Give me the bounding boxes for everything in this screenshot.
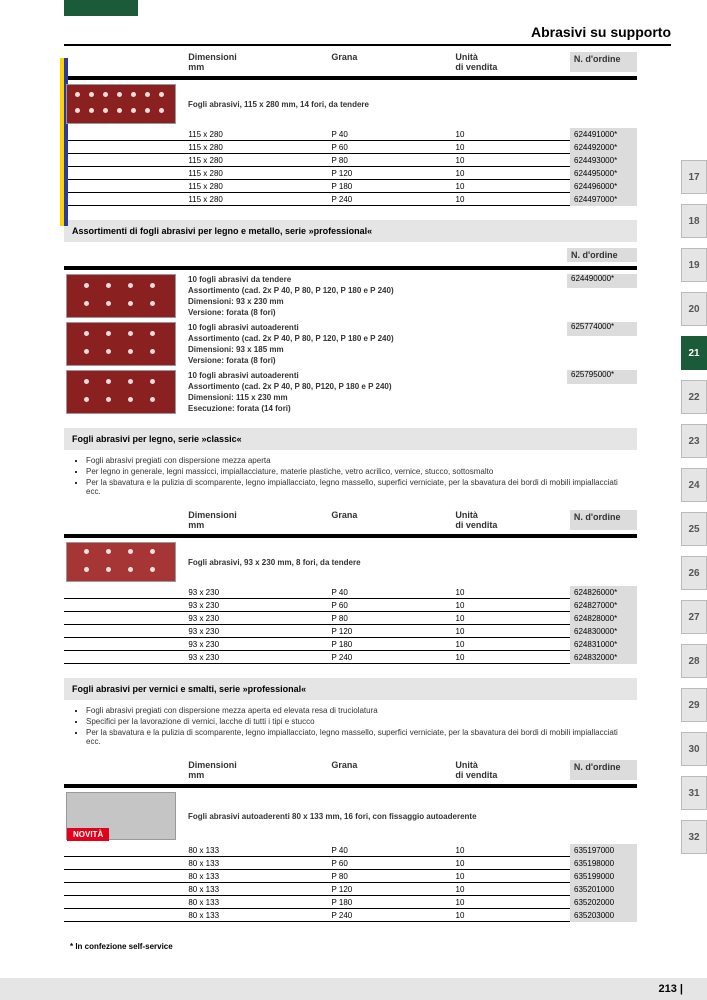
- col-unit: Unitàdi vendita: [455, 52, 569, 72]
- product-row: Fogli abrasivi, 93 x 230 mm, 8 fori, da …: [64, 542, 637, 582]
- assortment-body: 10 fogli abrasivi da tendereAssortimento…: [64, 274, 637, 414]
- side-tab-28[interactable]: 28: [681, 644, 707, 678]
- side-tab-29[interactable]: 29: [681, 688, 707, 722]
- col-order: N. d'ordine: [570, 52, 637, 72]
- page: Abrasivi su supporto 17 18 19 20 21 22 23 24 25 2…: [0, 0, 707, 1000]
- product-row: NOVITÀ Fogli abrasivi autoaderenti 80 x …: [64, 792, 637, 840]
- bullet-item: Per la sbavatura e la pulizia di scompar…: [86, 728, 629, 746]
- table-row: 80 x 133P 12010635201000: [64, 883, 637, 896]
- side-tab-17[interactable]: 17: [681, 160, 707, 194]
- side-tab-24[interactable]: 24: [681, 468, 707, 502]
- bullet-list: Fogli abrasivi pregiati con dispersione …: [64, 450, 637, 504]
- table-row: 115 x 280P 12010624495000*: [64, 167, 637, 180]
- table-row: 93 x 230P 6010624827000*: [64, 599, 637, 612]
- bullet-item: Per legno in generale, legni massicci, i…: [86, 467, 629, 476]
- col-grit: Grana: [331, 52, 455, 72]
- column-header: Dimensionimm Grana Unitàdi vendita N. d'…: [64, 754, 637, 788]
- column-header: N. d'ordine: [64, 242, 637, 270]
- section-title: Fogli abrasivi per vernici e smalti, ser…: [64, 676, 637, 700]
- assortment-row: 10 fogli abrasivi autoaderentiAssortimen…: [64, 370, 637, 414]
- content: Dimensionimm Grana Unitàdi vendita N. d'…: [64, 46, 637, 922]
- bullet-item: Per la sbavatura e la pulizia di scompar…: [86, 478, 629, 496]
- table-row: 93 x 230P 18010624831000*: [64, 638, 637, 651]
- product-row: Fogli abrasivi, 115 x 280 mm, 14 fori, d…: [64, 84, 637, 124]
- side-tab-19[interactable]: 19: [681, 248, 707, 282]
- column-header: Dimensionimm Grana Unitàdi vendita N. d'…: [64, 46, 637, 80]
- side-tab-23[interactable]: 23: [681, 424, 707, 458]
- side-tab-26[interactable]: 26: [681, 556, 707, 590]
- side-tab-21[interactable]: 21: [681, 336, 707, 370]
- side-tabs: 17 18 19 20 21 22 23 24 25 26 27 28 29 30 31 32: [681, 160, 707, 864]
- footnote: * In confezione self-service: [70, 942, 707, 951]
- table-row: 80 x 133P 6010635198000: [64, 857, 637, 870]
- table-row: 115 x 280P 6010624492000*: [64, 141, 637, 154]
- side-tab-30[interactable]: 30: [681, 732, 707, 766]
- side-tab-32[interactable]: 32: [681, 820, 707, 854]
- table-row: 115 x 280P 4010624491000*: [64, 128, 637, 141]
- bullet-item: Fogli abrasivi pregiati con dispersione …: [86, 706, 629, 715]
- product-caption: Fogli abrasivi, 115 x 280 mm, 14 fori, d…: [188, 100, 369, 109]
- side-tab-22[interactable]: 22: [681, 380, 707, 414]
- page-title: Abrasivi su supporto: [0, 24, 707, 40]
- table-body: 93 x 230P 4010624826000*93 x 230P 601062…: [64, 586, 637, 664]
- product-image: NOVITÀ: [66, 792, 176, 840]
- bullet-item: Fogli abrasivi pregiati con dispersione …: [86, 456, 629, 465]
- side-tab-18[interactable]: 18: [681, 204, 707, 238]
- col-spacer: [64, 248, 567, 262]
- table-row: 93 x 230P 24010624832000*: [64, 651, 637, 664]
- table-row: 80 x 133P 18010635202000: [64, 896, 637, 909]
- product-image: [66, 370, 176, 414]
- table-row: 115 x 280P 18010624496000*: [64, 180, 637, 193]
- product-image: [66, 542, 176, 582]
- table-row: 93 x 230P 12010624830000*: [64, 625, 637, 638]
- side-tab-20[interactable]: 20: [681, 292, 707, 326]
- novita-badge: NOVITÀ: [67, 828, 109, 841]
- product-image: [66, 84, 176, 124]
- column-header: Dimensionimm Grana Unitàdi vendita N. d'…: [64, 504, 637, 538]
- col-dim: Dimensionimm: [188, 52, 331, 72]
- assortment-row: 10 fogli abrasivi da tendereAssortimento…: [64, 274, 637, 318]
- section-title: Assortimenti di fogli abrasivi per legno…: [64, 218, 637, 242]
- table-body: 80 x 133P 401063519700080 x 133P 6010635…: [64, 844, 637, 922]
- table-row: 80 x 133P 4010635197000: [64, 844, 637, 857]
- product-caption: Fogli abrasivi autoaderenti 80 x 133 mm,…: [188, 812, 477, 821]
- side-tab-27[interactable]: 27: [681, 600, 707, 634]
- table-row: 80 x 133P 24010635203000: [64, 909, 637, 922]
- assortment-row: 10 fogli abrasivi autoaderentiAssortimen…: [64, 322, 637, 366]
- col-order: N. d'ordine: [567, 248, 637, 262]
- product-image: [66, 322, 176, 366]
- table-row: 115 x 280P 8010624493000*: [64, 154, 637, 167]
- table-row: 80 x 133P 8010635199000: [64, 870, 637, 883]
- table-row: 93 x 230P 8010624828000*: [64, 612, 637, 625]
- top-tab: [64, 0, 138, 16]
- bullet-list: Fogli abrasivi pregiati con dispersione …: [64, 700, 637, 754]
- side-tab-25[interactable]: 25: [681, 512, 707, 546]
- table-row: 115 x 280P 24010624497000*: [64, 193, 637, 206]
- table-body: 115 x 280P 4010624491000*115 x 280P 6010…: [64, 128, 637, 206]
- product-caption: Fogli abrasivi, 93 x 230 mm, 8 fori, da …: [188, 558, 361, 567]
- product-image: [66, 274, 176, 318]
- side-tab-31[interactable]: 31: [681, 776, 707, 810]
- col-spacer: [64, 52, 188, 72]
- table-row: 93 x 230P 4010624826000*: [64, 586, 637, 599]
- bullet-item: Specifici per la lavorazione di vernici,…: [86, 717, 629, 726]
- section-title: Fogli abrasivi per legno, serie »classic…: [64, 426, 637, 450]
- page-number: 213 |: [0, 978, 707, 1000]
